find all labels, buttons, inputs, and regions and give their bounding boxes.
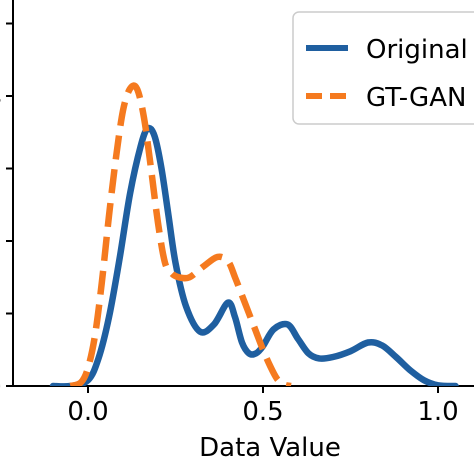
series-layer <box>49 82 459 386</box>
x-tick-label: 1.0 <box>417 397 458 427</box>
x-axis-label: Data Value <box>199 433 341 463</box>
y-tick-label: 2 <box>0 225 2 258</box>
legend-label-original: Original <box>366 35 468 65</box>
y-tick-label: 4 <box>0 80 2 113</box>
legend: Original GT-GAN <box>292 11 474 125</box>
y-tick-label: 1 <box>0 298 2 331</box>
y-tick-label: 0 <box>0 370 2 403</box>
plot-area: 0 1 2 3 4 5 0.0 0.5 1.0 <box>0 0 474 427</box>
series-line-gt-gan <box>69 82 292 386</box>
y-axis-ticks: 0 1 2 3 4 5 <box>0 8 13 403</box>
x-axis-ticks: 0.0 0.5 1.0 <box>67 386 459 427</box>
legend-label-gt-gan: GT-GAN <box>366 83 466 113</box>
x-tick-label: 0.0 <box>67 397 108 427</box>
series-line-original <box>49 124 459 386</box>
y-tick-label: 5 <box>0 8 2 41</box>
x-tick-label: 0.5 <box>242 397 283 427</box>
y-tick-label: 3 <box>0 153 2 186</box>
